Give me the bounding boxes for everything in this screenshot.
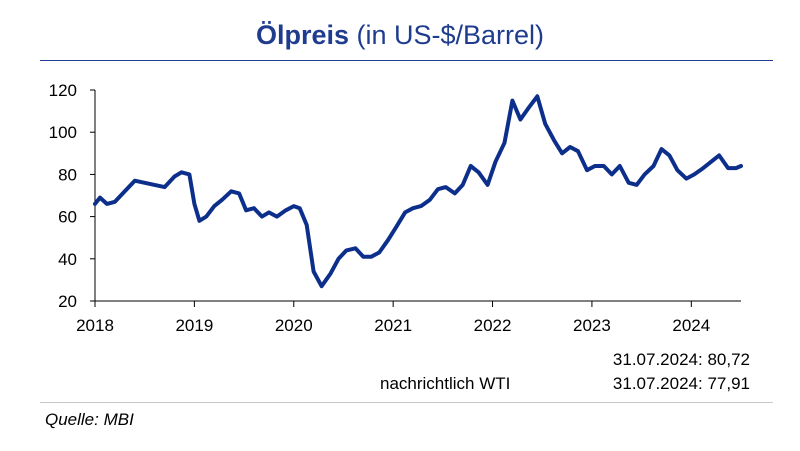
- footer-divider: [40, 402, 773, 403]
- y-tick-label: 100: [49, 123, 77, 142]
- x-tick-label: 2018: [76, 316, 114, 335]
- source-note: Quelle: MBI: [45, 410, 134, 429]
- y-tick-label: 120: [49, 81, 77, 100]
- oil-price-line: [93, 94, 743, 289]
- chart-title-bold: Ölpreis: [255, 20, 349, 50]
- y-tick-label: 20: [58, 292, 77, 311]
- x-tick-label: 2024: [672, 316, 710, 335]
- y-tick-label: 40: [58, 250, 77, 269]
- wti-latest-value: 31.07.2024: 77,91: [612, 374, 750, 393]
- x-tick-label: 2023: [573, 316, 611, 335]
- x-tick-label: 2022: [474, 316, 512, 335]
- chart-title: Ölpreis (in US-$/Barrel): [0, 22, 800, 49]
- title-divider: [40, 60, 773, 61]
- y-tick-label: 60: [58, 208, 77, 227]
- x-tick-label: 2021: [374, 316, 412, 335]
- wti-note-label: nachrichtlich WTI: [380, 374, 511, 393]
- chart-title-rest: (in US-$/Barrel): [349, 20, 545, 50]
- y-tick-label: 80: [58, 165, 77, 184]
- brent-latest-value: 31.07.2024: 80,72: [612, 350, 750, 369]
- x-tick-label: 2019: [175, 316, 213, 335]
- x-tick-label: 2020: [275, 316, 313, 335]
